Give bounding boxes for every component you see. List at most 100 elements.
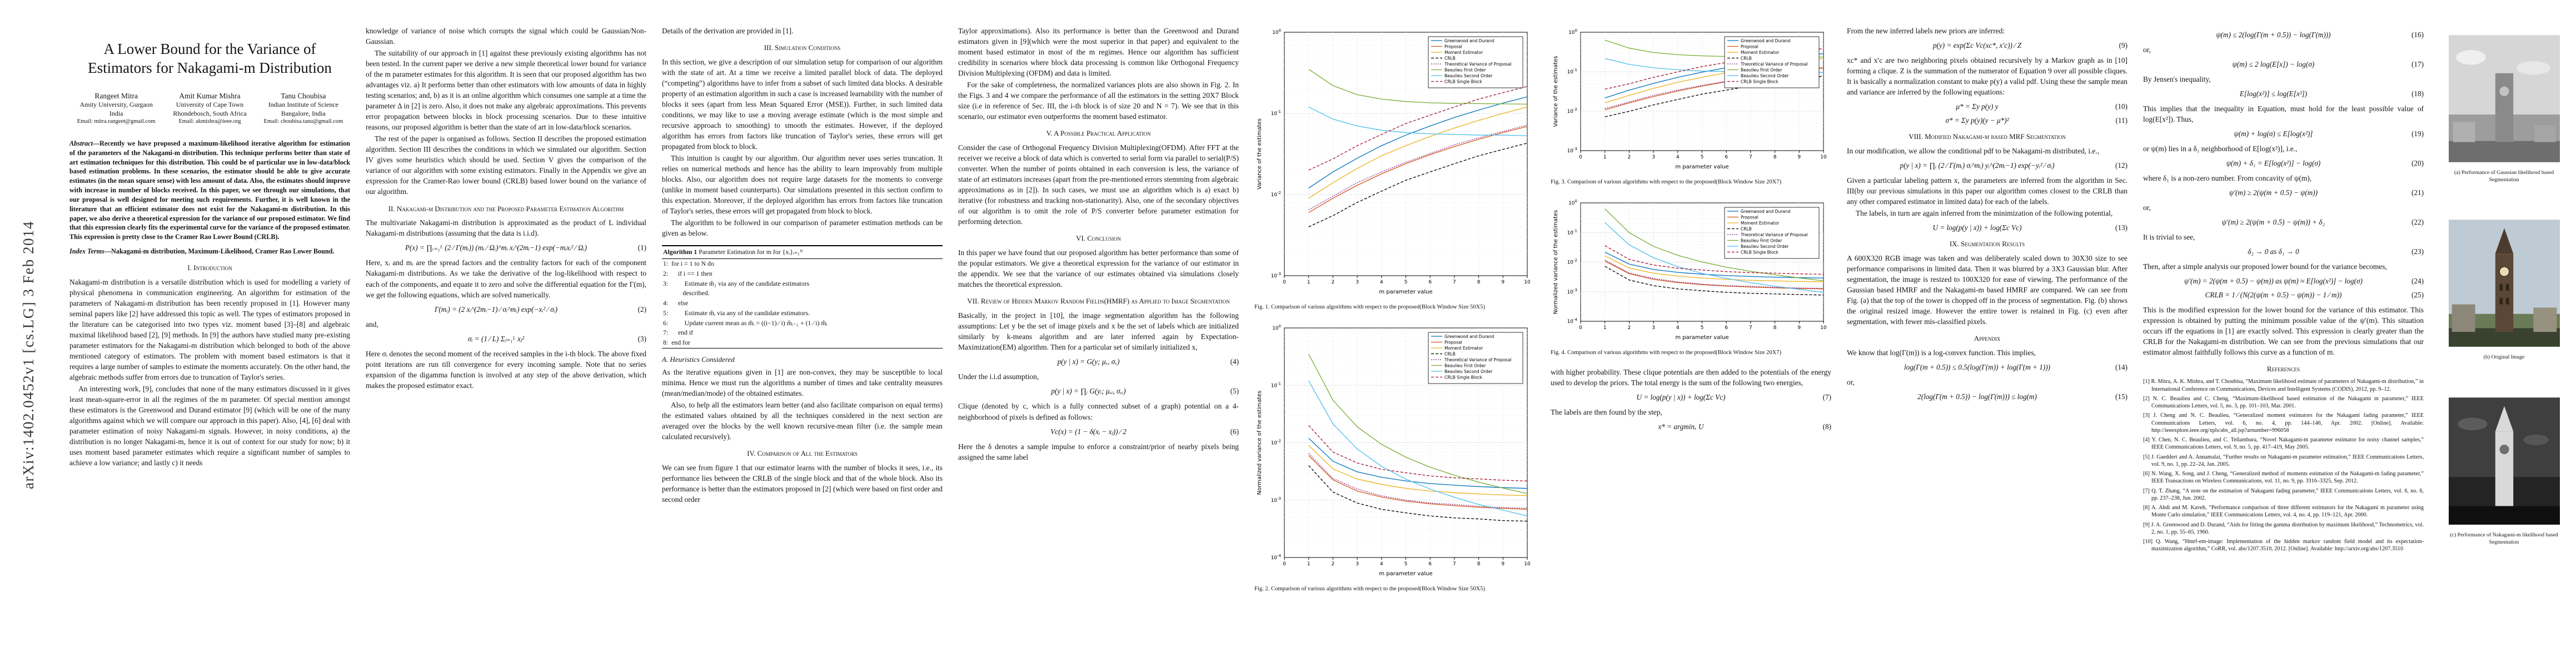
svg-text:Theoretical Variance of Propos: Theoretical Variance of Proposal bbox=[1740, 232, 1808, 237]
index-terms-text: —Nakagami-m distribution, Maximum-Likeli… bbox=[104, 247, 335, 255]
equation-18: E[log(x²)] ≤ log(E[x²]) (18) bbox=[2143, 89, 2424, 98]
svg-text:3: 3 bbox=[1652, 155, 1655, 160]
svg-text:100: 100 bbox=[1272, 324, 1281, 331]
paragraph: Nakagami-m distribution is a versatile d… bbox=[69, 277, 350, 381]
svg-text:9: 9 bbox=[1501, 561, 1504, 567]
paragraph: We can see from figure 1 that our estima… bbox=[662, 463, 943, 504]
reference-item: [2] N. C. Beaulieu and C. Cheng, “Maximu… bbox=[2143, 395, 2424, 410]
section-heading-v: V. A Possible Practical Application bbox=[1046, 129, 1151, 138]
equation-21-body: ψ′(m) ≥ 2(ψ(m + 0.5) − ψ(m)) bbox=[2229, 188, 2318, 197]
author-3-email: Email: choubisa.tanu@gmail.com bbox=[263, 118, 343, 125]
svg-text:Normalized variance of the est: Normalized variance of the estimates bbox=[1257, 390, 1263, 495]
equation-8-body: x* = argminₓ U bbox=[1658, 422, 1704, 431]
section-heading-appendix: Appendix bbox=[1974, 334, 2001, 343]
reference-item: [9] J. A. Greenwood and D. Durand, “Aids… bbox=[2143, 521, 2424, 535]
author-1-email: Email: mitra.rangeet@gmail.com bbox=[77, 118, 156, 125]
svg-text:7: 7 bbox=[1749, 325, 1752, 331]
equation-16-body: ψ(m) ≤ 2(log(Γ(m + 0.5)) − log(Γ(m))) bbox=[2216, 31, 2331, 39]
svg-text:Moment Estimator: Moment Estimator bbox=[1741, 221, 1780, 226]
svg-text:10-2: 10-2 bbox=[1271, 439, 1281, 446]
paper-title: A Lower Bound for the Variance of Estima… bbox=[88, 41, 332, 76]
equation-25-body: CRLB = 1 ⁄ (N(2(ψ(m + 0.5) − ψ(m)) − 1 ⁄… bbox=[2205, 291, 2342, 300]
svg-text:10-1: 10-1 bbox=[1567, 228, 1577, 236]
svg-text:CRLB: CRLB bbox=[1741, 226, 1752, 231]
reference-item: [7] Q. T. Zhang, “A note on the estimati… bbox=[2143, 487, 2424, 501]
equation-5: p(y | x) = ∏ᵢ G(yᵢ; μₓᵢ, σₓᵢ) (5) bbox=[958, 387, 1239, 396]
equation-14-body: log(Γ(m + 0.5)) ≤ 0.5(log(Γ(m)) + log(Γ(… bbox=[1904, 363, 2050, 372]
svg-text:4: 4 bbox=[1380, 561, 1383, 567]
section-heading-ix: IX. Segmentation Results bbox=[1949, 240, 2025, 248]
equation-8-number: (8) bbox=[1822, 422, 1831, 431]
svg-text:Beaulieu First Order: Beaulieu First Order bbox=[1444, 68, 1486, 73]
algorithm-1-box: Algorithm 1 Parameter Estimation for m f… bbox=[662, 245, 943, 349]
svg-text:10-1: 10-1 bbox=[1567, 68, 1577, 75]
svg-text:5: 5 bbox=[1701, 155, 1704, 160]
equation-11-body: σ* = Σy p(y)(y − μ*)² bbox=[1945, 116, 2009, 125]
paragraph: In this paper we have found that our pro… bbox=[958, 248, 1239, 289]
svg-text:2: 2 bbox=[1332, 561, 1335, 567]
svg-text:10-1: 10-1 bbox=[1271, 109, 1281, 117]
svg-text:5: 5 bbox=[1701, 325, 1704, 331]
paragraph: This intuition is caught by our algorith… bbox=[662, 154, 943, 216]
svg-text:100: 100 bbox=[1568, 199, 1577, 206]
references-heading: References bbox=[2266, 365, 2300, 374]
svg-text:1: 1 bbox=[1307, 561, 1311, 567]
paragraph: For the sake of completeness, the normal… bbox=[958, 81, 1239, 121]
equation-3-body: σᵢ = (1 ⁄ L) Σⱼ₌₁ᴸ xⱼ² bbox=[467, 334, 525, 343]
equation-7: U = log(p(y | x)) + log(Σc Vc) (7) bbox=[1551, 393, 1832, 402]
segmentation-result-nakagami: (c) Performance of Nakagami-m likelihood… bbox=[2444, 396, 2564, 546]
paragraph: The multivariate Nakagami-m distribution… bbox=[366, 218, 646, 238]
paragraph: Basically, in the project in [10], the i… bbox=[958, 311, 1239, 352]
svg-text:4: 4 bbox=[1676, 155, 1680, 160]
algorithm-line: 2: if i == 1 then bbox=[663, 270, 712, 278]
svg-text:m parameter value: m parameter value bbox=[1675, 164, 1728, 170]
svg-text:6: 6 bbox=[1428, 280, 1432, 285]
author-3-affiliation: Indian Institute of Science bbox=[268, 101, 338, 109]
index-terms: Index Terms—Nakagami-m distribution, Max… bbox=[69, 247, 350, 256]
svg-text:2: 2 bbox=[1332, 280, 1335, 285]
equation-13-body: U = log(p(y | x)) + log(Σc Vc) bbox=[1932, 223, 2022, 232]
equation-10-number: (10) bbox=[2115, 102, 2127, 111]
paragraph: Consider the case of Orthogonal Frequenc… bbox=[958, 143, 1239, 226]
gaussian-segmentation-image bbox=[2448, 35, 2560, 162]
figure-4-caption: Fig. 4. Comparison of various algorithms… bbox=[1551, 349, 1782, 356]
svg-text:CRLB Single Block: CRLB Single Block bbox=[1741, 79, 1779, 84]
paragraph: and, bbox=[366, 320, 378, 328]
svg-text:Greenwood and Durand: Greenwood and Durand bbox=[1741, 38, 1791, 43]
paragraph: or, bbox=[2143, 203, 2151, 212]
svg-text:9: 9 bbox=[1797, 155, 1801, 160]
equation-22-number: (22) bbox=[2411, 218, 2424, 227]
equation-19: ψ(m) + log(σ) ≤ E[log(x²)] (19) bbox=[2143, 130, 2424, 138]
original-image: (b) Original Image bbox=[2444, 218, 2564, 361]
equation-25-number: (25) bbox=[2411, 291, 2424, 300]
author-2-email: Email: akmishra@ieee.org bbox=[178, 118, 241, 125]
svg-text:10-1: 10-1 bbox=[1271, 381, 1281, 389]
nakagami-segmentation-image bbox=[2448, 397, 2560, 525]
equation-10: μ* = Σy p(y) y (10) bbox=[1847, 102, 2127, 111]
equation-2: Γ(mᵢ) = (2 xᵢ^(2mᵢ−1) ⁄ σᵢ^mᵢ) exp(−xᵢ² … bbox=[366, 305, 646, 314]
svg-text:Greenwood and Durand: Greenwood and Durand bbox=[1741, 209, 1791, 214]
paragraph: The labels, in turn are again inferred f… bbox=[1856, 209, 2113, 218]
svg-text:CRLB Single Block: CRLB Single Block bbox=[1741, 250, 1779, 255]
figure-2-caption: Fig. 2. Comparison of various algorithms… bbox=[1254, 585, 1486, 592]
svg-text:1: 1 bbox=[1307, 280, 1311, 285]
svg-text:Moment Estimator: Moment Estimator bbox=[1444, 50, 1483, 55]
column-5-figures: 10-3 10-2 10-1 100 0 1 2 3 4 5 6 7 8 9 10 m parameter v… bbox=[1254, 26, 1535, 603]
equation-20-number: (20) bbox=[2411, 159, 2424, 168]
author-3-country: Bangalore, India bbox=[281, 109, 326, 117]
paragraph: This implies that the inequality in Equa… bbox=[2143, 104, 2424, 124]
equation-14: log(Γ(m + 0.5)) ≤ 0.5(log(Γ(m)) + log(Γ(… bbox=[1847, 363, 2127, 372]
equation-4: p(y | x) = G(y; μₓ, σₓ) (4) bbox=[958, 357, 1239, 366]
author-2-name: Amit Kumar Mishra bbox=[179, 91, 241, 100]
equation-12-body: p(y | x) = ∏ᵢ (2 ⁄ Γ(mᵢ) σᵢ^mᵢ) yᵢ^(2mᵢ−… bbox=[1900, 161, 2055, 170]
svg-text:Beaulieu First Order: Beaulieu First Order bbox=[1741, 68, 1782, 73]
figure-1: 10-3 10-2 10-1 100 0 1 2 3 4 5 6 7 8 9 10 m parameter v… bbox=[1254, 26, 1535, 311]
abstract-label: Abstract bbox=[69, 139, 93, 147]
segmentation-figure-strip: (a) Performance of Gaussian likelihood b… bbox=[2444, 33, 2564, 581]
svg-text:3: 3 bbox=[1356, 280, 1359, 285]
svg-text:10-4: 10-4 bbox=[1271, 554, 1282, 561]
paragraph: or ψ(m) lies in a δ₁ neighborhood of E[l… bbox=[2143, 145, 2298, 153]
svg-text:8: 8 bbox=[1477, 280, 1481, 285]
equation-23-body: δ₂ → 0 as δ₁ → 0 bbox=[2248, 247, 2299, 256]
author-2-country: Rhondebosch, South Africa bbox=[173, 109, 247, 117]
